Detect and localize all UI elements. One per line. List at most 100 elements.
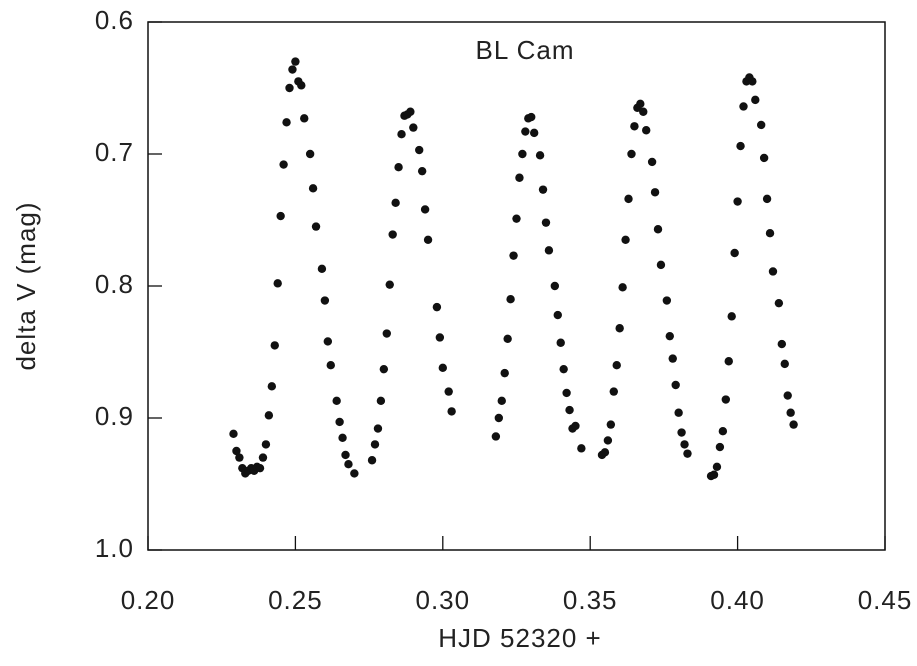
data-point (235, 453, 244, 462)
data-point (674, 408, 683, 417)
data-point (550, 281, 560, 291)
data-point (323, 337, 333, 346)
data-point (553, 310, 562, 320)
data-point (656, 260, 666, 270)
data-point (712, 462, 722, 472)
data-point (677, 428, 686, 437)
data-point (432, 302, 442, 312)
data-point (751, 95, 760, 105)
y-axis-label: delta V (mag) (11, 201, 41, 370)
data-point (282, 118, 291, 127)
data-point (494, 413, 504, 423)
data-point (606, 420, 616, 429)
data-point (630, 122, 639, 131)
y-tick-label: 0.8 (95, 269, 134, 299)
data-point (535, 151, 545, 160)
data-point (317, 264, 327, 274)
data-point (417, 166, 427, 176)
x-axis-label: HJD 52320 + (438, 623, 601, 653)
data-point (639, 107, 648, 116)
data-point (724, 357, 733, 366)
data-point (512, 214, 521, 223)
data-point (577, 444, 586, 453)
y-tick-label: 0.6 (95, 5, 134, 35)
data-point (768, 267, 778, 276)
data-point (789, 420, 798, 429)
data-point (447, 407, 456, 416)
data-point (288, 65, 297, 74)
data-point (308, 184, 318, 193)
data-point (718, 427, 728, 436)
data-point (521, 127, 530, 136)
data-point (382, 329, 391, 338)
data-point (291, 57, 300, 66)
y-tick-label: 1.0 (95, 533, 134, 563)
data-point (506, 295, 515, 304)
data-point (636, 99, 645, 109)
x-tick-label: 0.40 (710, 585, 765, 615)
data-point (267, 382, 277, 391)
data-point (255, 463, 265, 473)
data-point (518, 149, 527, 159)
data-point (376, 396, 386, 406)
data-point (556, 338, 565, 347)
data-point (618, 283, 627, 292)
data-point (565, 405, 574, 415)
data-point (350, 469, 359, 478)
data-point (559, 364, 568, 374)
data-point (391, 198, 400, 208)
data-point (258, 453, 268, 462)
data-point (647, 157, 657, 167)
data-point (232, 446, 241, 456)
data-point (341, 450, 350, 460)
data-point (270, 341, 279, 350)
data-point (423, 235, 433, 244)
data-point (379, 364, 389, 374)
data-point (762, 194, 772, 204)
data-point (642, 126, 651, 135)
data-point (326, 361, 335, 370)
data-point (279, 160, 288, 169)
data-point (305, 149, 315, 159)
x-tick-label: 0.35 (563, 585, 618, 615)
data-point (615, 324, 624, 333)
data-point (509, 251, 518, 260)
data-point (600, 448, 610, 457)
data-point (529, 128, 539, 138)
data-point (680, 440, 689, 449)
y-tick-label: 0.9 (95, 401, 134, 431)
data-point (783, 391, 792, 400)
data-point (338, 433, 347, 442)
x-tick-label: 0.30 (415, 585, 470, 615)
data-point (624, 194, 633, 204)
data-point (500, 368, 509, 378)
data-point (653, 225, 663, 234)
data-point (612, 361, 621, 370)
data-point (420, 205, 430, 214)
data-point (497, 396, 506, 406)
data-point (515, 173, 524, 182)
data-point (261, 440, 271, 449)
data-point (715, 442, 725, 452)
data-point (786, 408, 795, 417)
data-point (406, 107, 415, 116)
data-point (311, 222, 321, 231)
data-point (344, 460, 353, 469)
x-tick-label: 0.45 (858, 585, 913, 615)
data-point (229, 429, 238, 439)
data-point (388, 230, 397, 239)
data-point (276, 211, 285, 221)
data-point (603, 436, 613, 445)
data-point (739, 102, 748, 111)
data-point (285, 83, 294, 93)
data-point (297, 81, 306, 90)
data-point (756, 120, 766, 130)
data-point (662, 296, 672, 305)
data-point (385, 280, 394, 289)
data-point (733, 197, 742, 206)
data-point (444, 387, 453, 396)
data-point (650, 188, 660, 197)
data-point (765, 229, 775, 238)
data-point (627, 149, 636, 159)
